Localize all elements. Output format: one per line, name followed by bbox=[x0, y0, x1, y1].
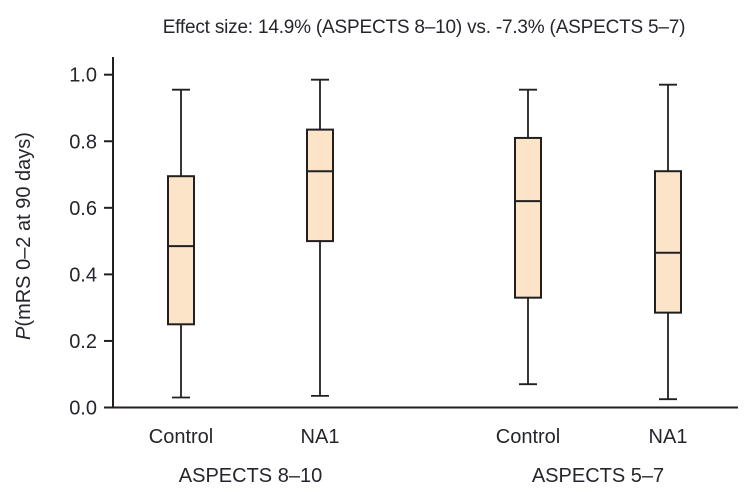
group-label: ASPECTS 5–7 bbox=[532, 465, 664, 487]
category-label: Control bbox=[496, 426, 560, 448]
group-label: ASPECTS 8–10 bbox=[179, 465, 322, 487]
y-tick-label: 0.6 bbox=[69, 198, 97, 220]
box-rect bbox=[167, 175, 195, 326]
box-rect bbox=[514, 136, 542, 299]
y-tick-label: 0.0 bbox=[69, 398, 97, 420]
y-tick-label: 0.2 bbox=[69, 331, 97, 353]
category-label: NA1 bbox=[649, 426, 688, 448]
box-rect bbox=[654, 170, 682, 314]
category-label: NA1 bbox=[301, 426, 340, 448]
y-tick-label: 1.0 bbox=[69, 65, 97, 87]
category-label: Control bbox=[149, 426, 213, 448]
y-tick-label: 0.8 bbox=[69, 131, 97, 153]
y-axis-label: P(mRS 0–2 at 90 days) bbox=[13, 132, 35, 340]
y-tick-label: 0.4 bbox=[69, 264, 97, 286]
box-rect bbox=[306, 128, 334, 243]
chart-title: Effect size: 14.9% (ASPECTS 8–10) vs. -7… bbox=[162, 17, 686, 38]
